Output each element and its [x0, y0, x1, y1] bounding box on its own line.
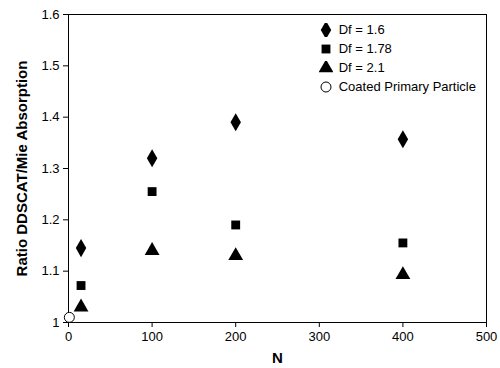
svg-text:1: 1 — [52, 315, 59, 330]
svg-text:1.4: 1.4 — [41, 109, 59, 124]
svg-text:1.3: 1.3 — [41, 161, 59, 176]
svg-text:Ratio DDSCAT/Mie Absorption: Ratio DDSCAT/Mie Absorption — [13, 61, 30, 277]
svg-text:300: 300 — [308, 329, 330, 344]
html-text:Df = 1.78: Df = 1.78 — [338, 41, 392, 56]
svg-text:500: 500 — [476, 329, 498, 344]
svg-text:1.2: 1.2 — [41, 212, 59, 227]
svg-text:100: 100 — [141, 329, 163, 344]
svg-text:200: 200 — [225, 329, 247, 344]
html-text:Df = 1.6: Df = 1.6 — [338, 22, 385, 37]
svg-text:0: 0 — [65, 329, 72, 344]
html-text:Df = 2.1: Df = 2.1 — [338, 60, 385, 75]
svg-text:1.5: 1.5 — [41, 58, 59, 73]
svg-text:N: N — [272, 349, 283, 366]
html-text:Coated Primary Particle: Coated Primary Particle — [338, 79, 476, 94]
svg-text:400: 400 — [392, 329, 414, 344]
svg-text:1.6: 1.6 — [41, 7, 59, 22]
svg-text:1.1: 1.1 — [41, 263, 59, 278]
